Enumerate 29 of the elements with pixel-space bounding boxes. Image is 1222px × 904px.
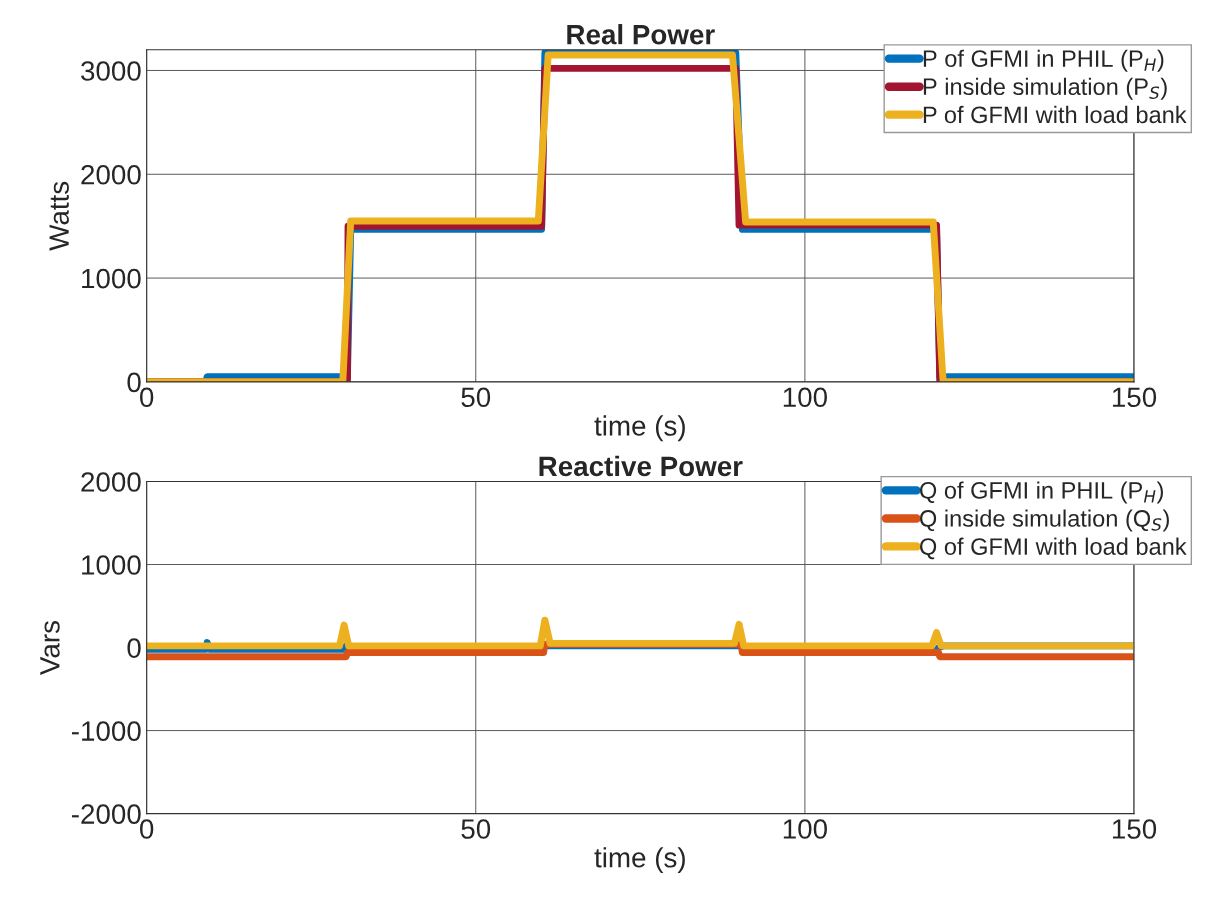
- y-tick-label: 2000: [81, 472, 141, 492]
- y-tick-label: 1000: [82, 555, 141, 575]
- x-tick-label: 0: [140, 819, 154, 839]
- y-axis-title: Watts: [49, 181, 69, 251]
- legend-label: Q inside simulation (Q$_{S}$): [920, 509, 1169, 532]
- y-tick-label: 3000: [81, 61, 141, 81]
- x-tick-label: 100: [783, 819, 827, 839]
- y-tick-label: -2000: [71, 804, 141, 824]
- legend-label: P of GFMI in PHIL (P$_{H}$): [923, 49, 1164, 72]
- y-tick-label: 2000: [81, 164, 141, 185]
- x-tick-label: 50: [461, 387, 491, 408]
- chart-title: Real Power: [567, 24, 715, 45]
- x-tick-label: 0: [140, 387, 154, 408]
- legend-label: P inside simulation (P$_{S}$): [923, 77, 1167, 100]
- x-tick-label: 100: [783, 387, 827, 408]
- x-axis-title: time (s): [594, 415, 685, 442]
- y-tick-label: 1000: [82, 268, 141, 289]
- legend-label: Q of GFMI with load bank: [920, 537, 1187, 560]
- x-tick-label: 50: [461, 819, 491, 839]
- y-tick-label: 0: [127, 372, 141, 393]
- x-axis-title: time (s): [594, 847, 685, 874]
- y-tick-label: -1000: [71, 721, 141, 741]
- chart-title: Reactive Power: [539, 455, 743, 477]
- y-tick-label: 0: [127, 638, 141, 658]
- legend-label: P of GFMI with load bank: [923, 105, 1187, 124]
- x-tick-label: 150: [1112, 819, 1157, 839]
- legend-label: Q of GFMI in PHIL (P$_{H}$): [920, 481, 1163, 504]
- y-axis-title: Vars: [40, 621, 60, 675]
- x-tick-label: 150: [1112, 387, 1157, 408]
